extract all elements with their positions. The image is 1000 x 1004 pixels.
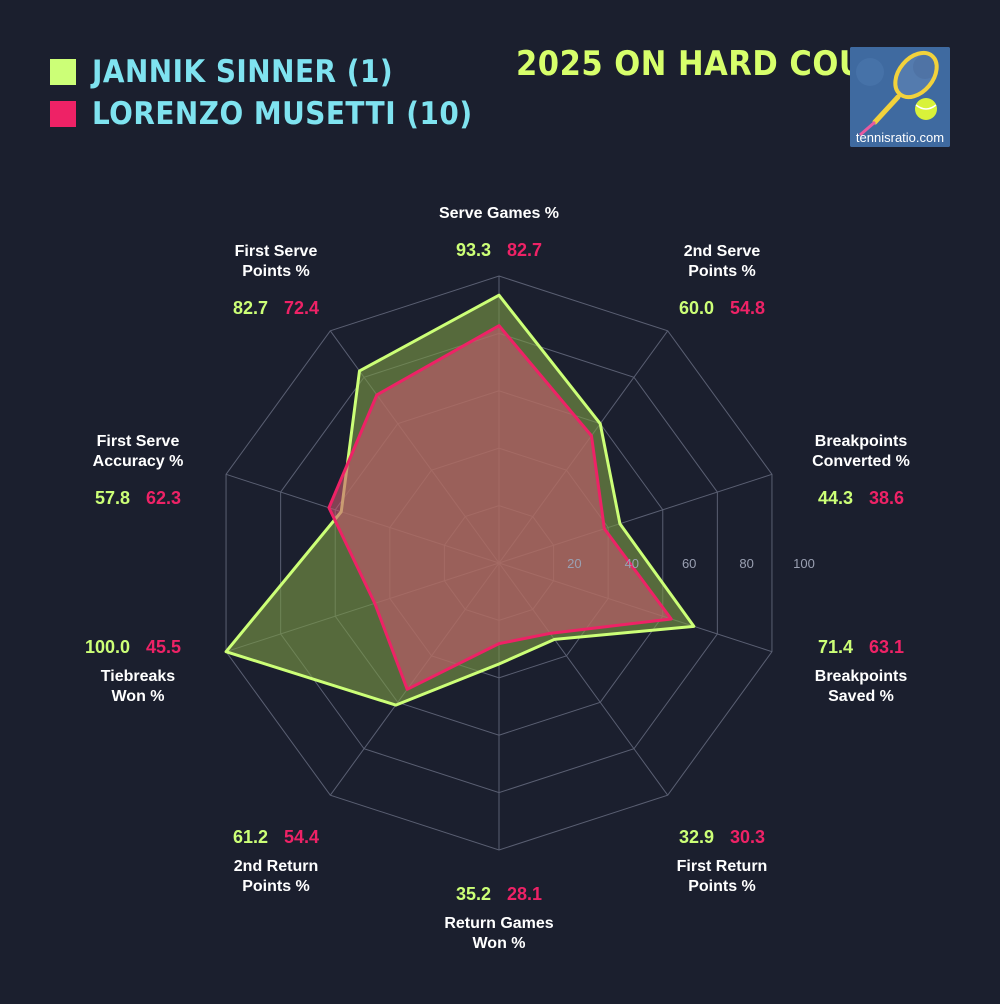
category-name: Tiebreaks	[101, 668, 176, 685]
value-musetti: 72.4	[284, 298, 319, 318]
category-name: Saved %	[828, 688, 894, 705]
value-sinner: 35.2	[456, 884, 491, 904]
category-label-group: 2nd Serve Points % 60.0 54.8	[679, 243, 765, 318]
category-name: Points %	[688, 263, 756, 280]
logo-text: tennisratio.com	[855, 130, 945, 145]
value-sinner: 44.3	[818, 488, 853, 508]
category-label-group: 2nd Return Points % 61.2 54.4	[233, 827, 319, 895]
value-sinner: 60.0	[679, 298, 714, 318]
category-name: Points %	[688, 878, 756, 895]
tennisratio-logo[interactable]: tennisratio.com	[850, 47, 950, 147]
category-label-group: First Serve Accuracy % 57.8 62.3	[93, 433, 184, 508]
category-name: Serve Games %	[439, 205, 559, 222]
value-musetti: 62.3	[146, 488, 181, 508]
value-musetti: 28.1	[507, 884, 542, 904]
value-sinner: 32.9	[679, 827, 714, 847]
value-sinner: 61.2	[233, 827, 268, 847]
legend-musetti: LORENZO MUSETTI (10)	[50, 96, 473, 132]
category-name: 2nd Return	[234, 858, 318, 875]
category-label-group: First Serve Points % 82.7 72.4	[233, 243, 319, 318]
category-label-group: First Return Points % 32.9 30.3	[677, 827, 768, 895]
category-name: First Serve	[97, 433, 180, 450]
value-musetti: 54.8	[730, 298, 765, 318]
category-name: First Serve	[235, 243, 318, 260]
category-name: 2nd Serve	[684, 243, 761, 260]
category-label-group: Breakpoints Converted % 44.3 38.6	[812, 433, 910, 508]
category-label-group: Breakpoints Saved % 71.4 63.1	[815, 637, 908, 705]
category-name: Breakpoints	[815, 433, 908, 450]
value-sinner: 82.7	[233, 298, 268, 318]
legend-label-sinner: JANNIK SINNER (1)	[92, 54, 394, 90]
value-musetti: 82.7	[507, 240, 542, 260]
legend-swatch-sinner	[50, 59, 76, 85]
value-sinner: 57.8	[95, 488, 130, 508]
category-name: Won %	[111, 688, 164, 705]
category-name: Won %	[472, 935, 525, 952]
radial-tick-label: 80	[739, 556, 753, 571]
legend-sinner: JANNIK SINNER (1)	[50, 54, 393, 90]
category-label-group: Return Games Won % 35.2 28.1	[444, 884, 553, 952]
legend-swatch-musetti	[50, 101, 76, 127]
value-sinner: 93.3	[456, 240, 491, 260]
radial-tick-label: 60	[682, 556, 696, 571]
category-name: Breakpoints	[815, 668, 908, 685]
value-musetti: 45.5	[146, 637, 181, 657]
value-sinner: 100.0	[85, 637, 130, 657]
value-musetti: 54.4	[284, 827, 319, 847]
category-name: First Return	[677, 858, 768, 875]
category-name: Points %	[242, 878, 310, 895]
category-name: Accuracy %	[93, 453, 184, 470]
radial-tick-label: 100	[793, 556, 815, 571]
value-musetti: 38.6	[869, 488, 904, 508]
legend-label-musetti: LORENZO MUSETTI (10)	[92, 96, 473, 132]
category-name: Points %	[242, 263, 310, 280]
category-name: Return Games	[444, 915, 553, 932]
category-label-group: Tiebreaks Won % 100.0 45.5	[85, 637, 181, 705]
series-musetti-area	[327, 324, 673, 691]
radial-tick-label: 20	[567, 556, 581, 571]
racket-ball-icon	[850, 47, 950, 147]
value-sinner: 71.4	[818, 637, 853, 657]
radial-tick-label: 40	[625, 556, 639, 571]
value-musetti: 30.3	[730, 827, 765, 847]
category-name: Converted %	[812, 453, 910, 470]
category-label-group: Serve Games % 93.3 82.7	[439, 205, 559, 260]
value-musetti: 63.1	[869, 637, 904, 657]
